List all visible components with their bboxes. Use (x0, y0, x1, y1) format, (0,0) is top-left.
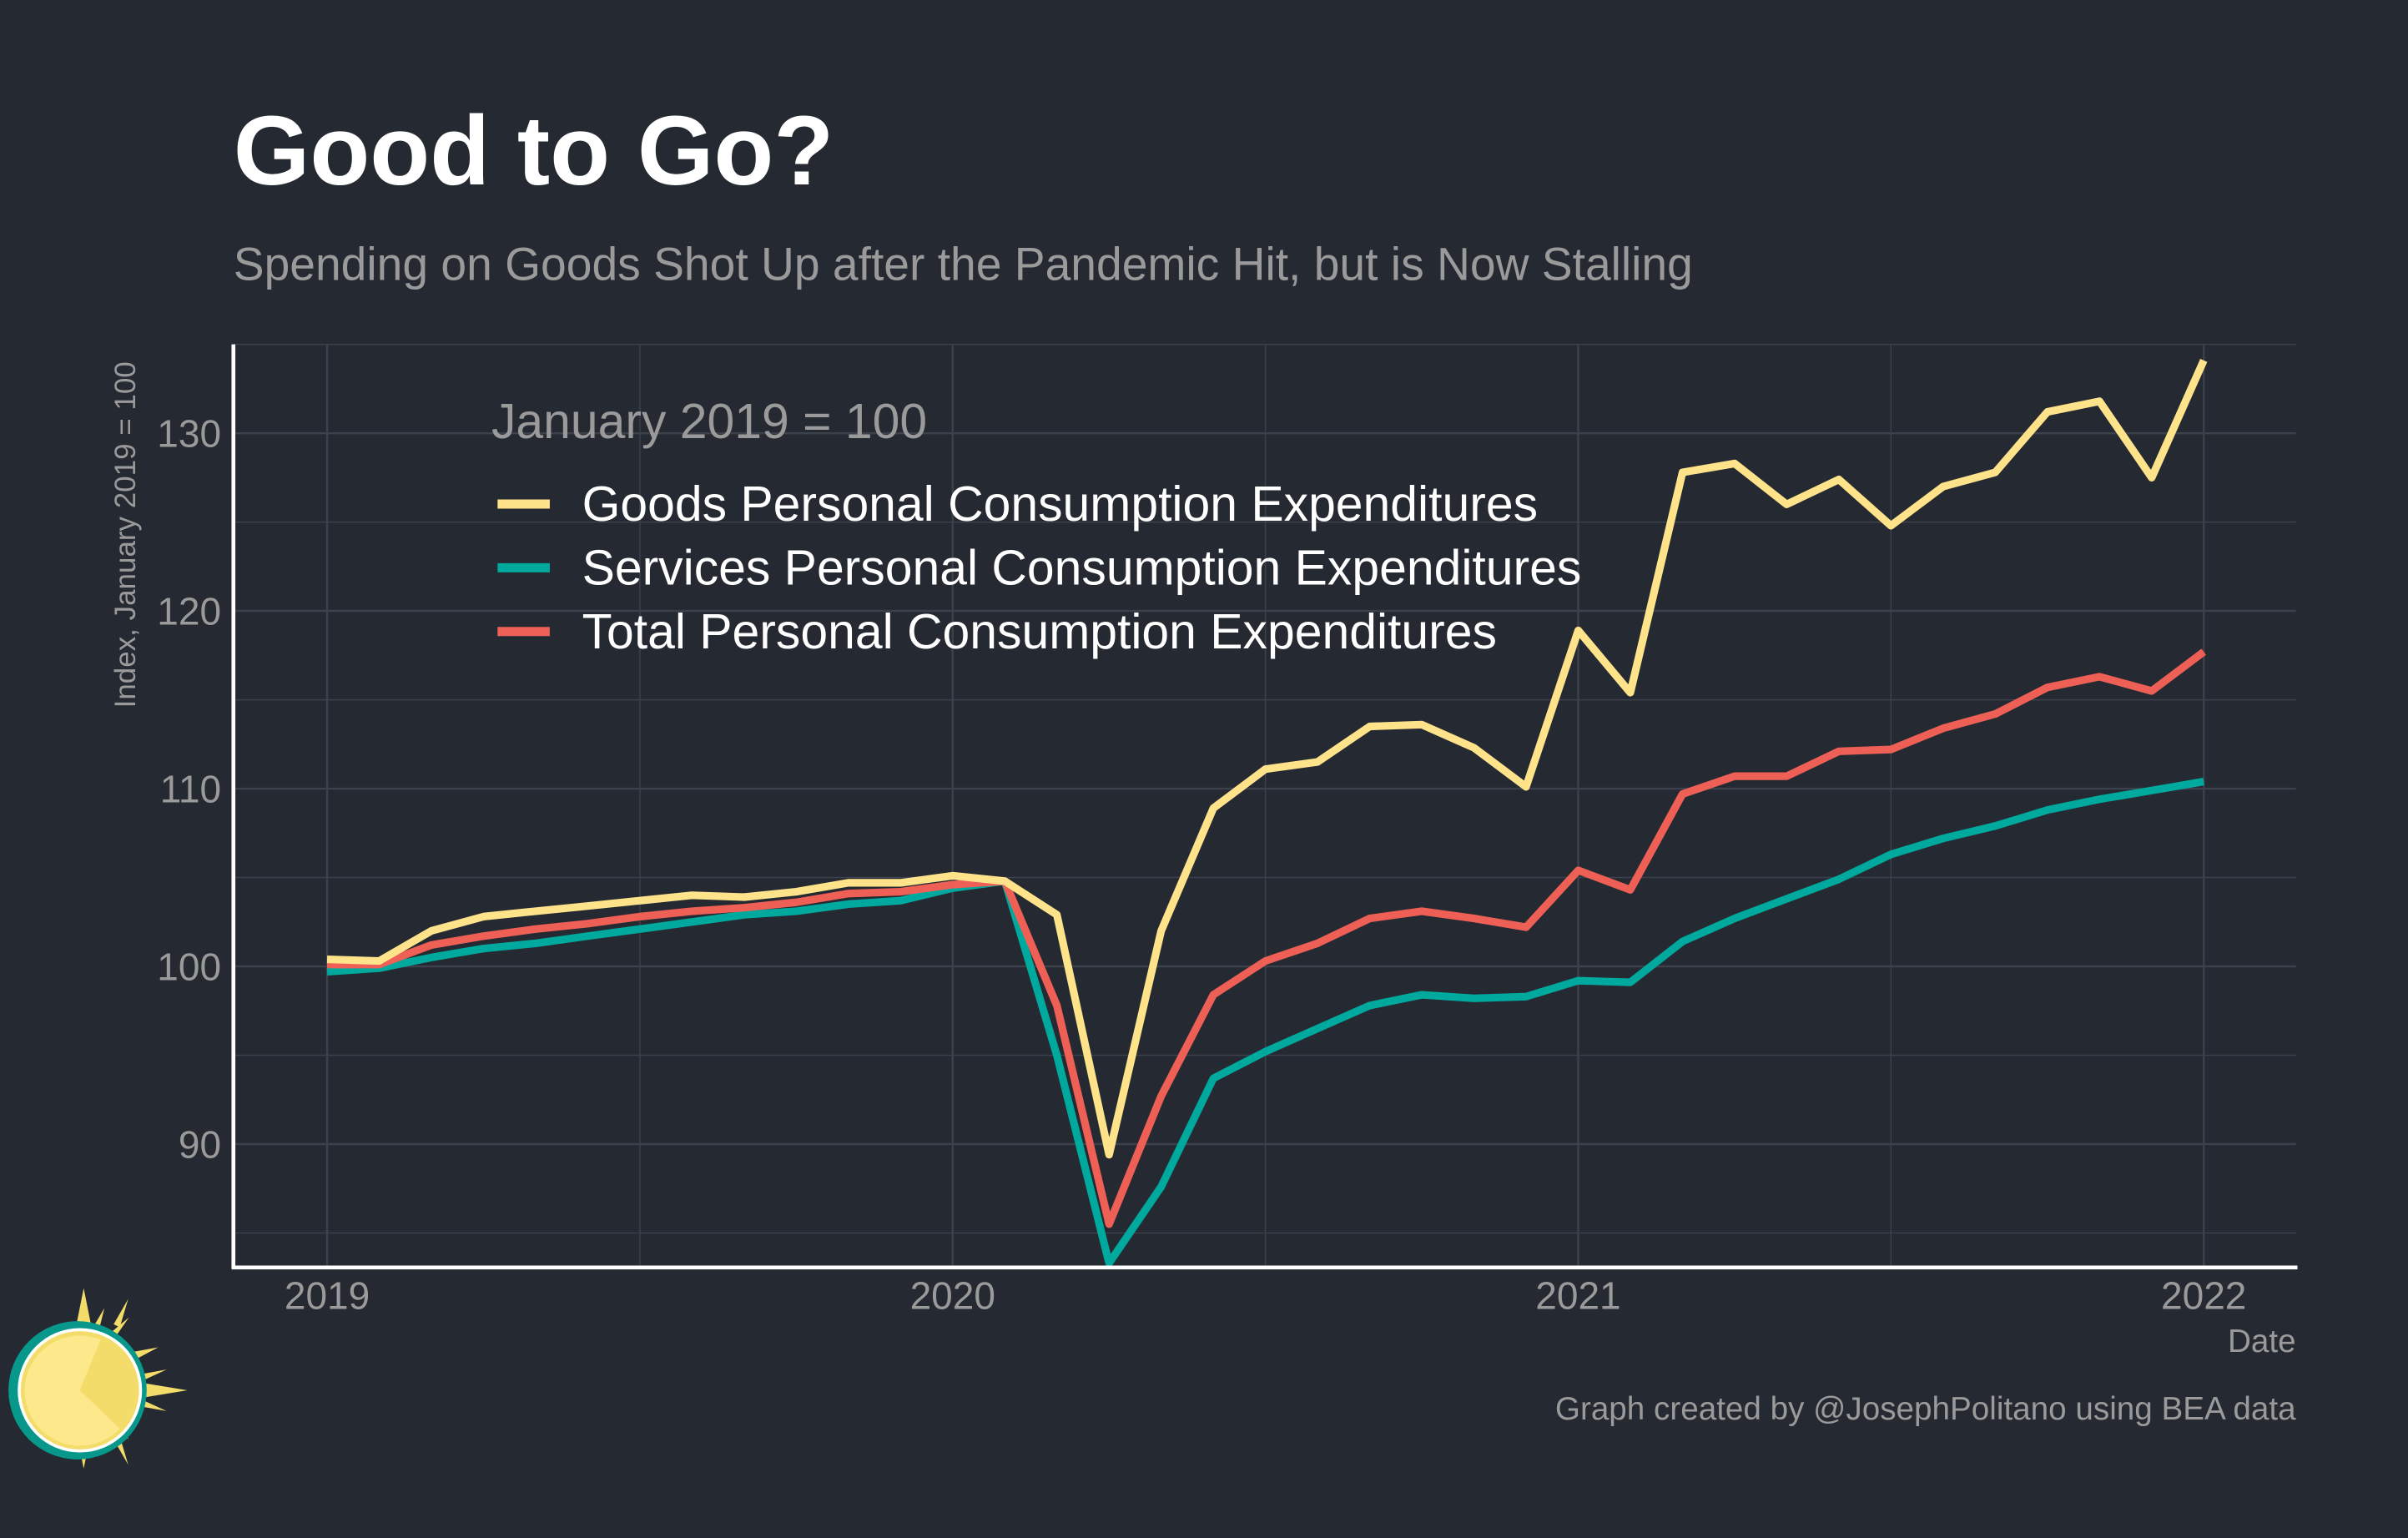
x-tick-label: 2020 (910, 1273, 995, 1317)
x-axis-label: Date (2228, 1324, 2296, 1359)
legend: January 2019 = 100 Goods Personal Consum… (491, 395, 1581, 659)
y-axis-label: Index, January 2019 = 100 (109, 361, 142, 708)
x-tick-label: 2022 (2161, 1273, 2246, 1317)
chart-subtitle: Spending on Goods Shot Up after the Pand… (234, 238, 1693, 290)
chart-title: Good to Go? (234, 95, 834, 205)
y-tick-label: 120 (157, 590, 221, 633)
y-tick-label: 130 (157, 412, 221, 456)
x-tick-label: 2019 (285, 1273, 370, 1317)
caption: Graph created by @JosephPolitano using B… (1555, 1391, 2296, 1427)
series-0 (326, 359, 2208, 1159)
x-tick-labels: 2019 2020 2021 2022 (285, 1273, 2247, 1317)
legend-entry: Services Personal Consumption Expenditur… (582, 542, 1582, 596)
y-tick-labels: 90 100 110 120 130 (157, 412, 221, 1167)
gridlines (233, 343, 2296, 1268)
legend-title: January 2019 = 100 (491, 395, 927, 449)
series-2 (326, 648, 2206, 1228)
y-tick-label: 110 (160, 768, 221, 811)
x-tick-label: 2021 (1535, 1273, 1620, 1317)
series-1 (326, 778, 2204, 1268)
sun-icon (8, 1288, 188, 1469)
legend-entry: Goods Personal Consumption Expenditures (582, 477, 1538, 532)
series-lines (326, 359, 2208, 1268)
y-tick-label: 90 (179, 1123, 221, 1167)
y-tick-label: 100 (157, 945, 221, 989)
legend-entry: Total Personal Consumption Expenditures (582, 605, 1497, 659)
